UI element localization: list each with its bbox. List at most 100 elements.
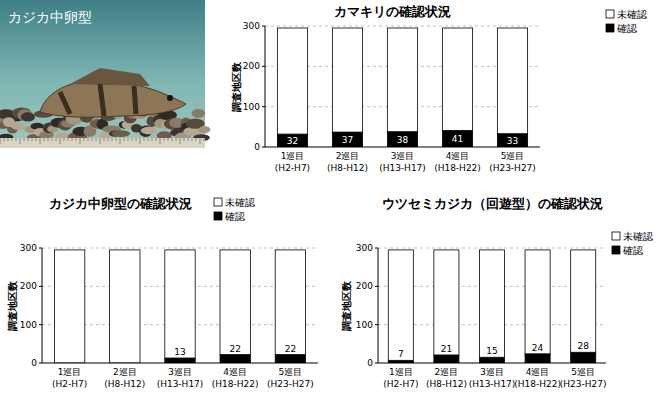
bar-segment xyxy=(165,358,195,363)
data-label: 13 xyxy=(174,347,185,357)
category-line: (H8-H12) xyxy=(426,379,467,389)
data-label: 41 xyxy=(452,134,463,144)
category-line: 3巡目 xyxy=(391,151,415,161)
category-line: 5巡目 xyxy=(501,151,525,161)
bar-segment xyxy=(387,132,417,147)
category-label: 4巡目 (H18-H22) xyxy=(434,151,481,173)
data-labels: 721152428 xyxy=(398,341,589,359)
category-line: (H23-H27) xyxy=(489,163,536,173)
legend-swatch xyxy=(606,10,614,18)
ruler-tick xyxy=(64,138,65,141)
ruler-tick xyxy=(100,138,101,144)
ruler-tick xyxy=(92,138,93,141)
axis-title: 調査地区数 xyxy=(7,280,18,332)
bar-segment xyxy=(525,354,550,363)
category-line: 5巡目 xyxy=(571,367,595,377)
ruler-tick xyxy=(124,138,125,141)
category-line: 4巡目 xyxy=(223,367,247,377)
bar-segment xyxy=(110,250,140,363)
ruler-tick xyxy=(140,138,141,144)
ruler-tick xyxy=(132,138,133,141)
tick-label: 300 xyxy=(356,243,373,253)
axis-title: 調査地区数 xyxy=(341,280,352,332)
category-label: 2巡目(H8-H12) xyxy=(426,367,467,389)
category-line: 4巡目 xyxy=(446,151,470,161)
ruler-tick xyxy=(172,138,173,141)
tick-label: 300 xyxy=(20,243,37,253)
ruler-tick xyxy=(180,138,181,144)
data-label: 21 xyxy=(441,344,452,354)
fish-fin xyxy=(70,68,150,86)
category-label: 1巡目(H2-H7) xyxy=(275,151,310,173)
ruler-tick xyxy=(32,138,33,141)
ruler-tick xyxy=(16,138,17,141)
chart-title: ウツセミカジカ（回遊型）の確認状況 xyxy=(382,196,603,211)
pebble xyxy=(3,117,15,127)
bar-segment xyxy=(277,134,307,147)
category-label: 5巡目(H23-H27) xyxy=(267,367,314,389)
ruler-tick xyxy=(12,138,13,141)
data-label: 22 xyxy=(285,344,296,354)
bar-segment xyxy=(434,250,459,355)
category-label: 3巡目(H13-H17) xyxy=(379,151,426,173)
tick-label: 100 xyxy=(243,102,260,112)
ruler-tick xyxy=(76,138,77,141)
ruler-tick xyxy=(56,138,57,141)
ruler-tick xyxy=(128,138,129,141)
data-labels: 3237384133 xyxy=(287,134,518,146)
bar-segment xyxy=(497,28,527,134)
bar-segment xyxy=(275,355,305,363)
tick-label: 200 xyxy=(20,281,37,291)
tick-label: 100 xyxy=(356,320,373,330)
x-axis xyxy=(378,363,606,364)
pebble xyxy=(112,130,130,137)
ruler-tick xyxy=(84,138,85,141)
ruler-tick xyxy=(68,138,69,141)
ruler-tick xyxy=(204,138,205,141)
category-line: (H18-H22) xyxy=(434,163,481,173)
photo-background xyxy=(0,0,205,148)
ruler-tick xyxy=(156,138,157,141)
y-axis xyxy=(378,248,379,363)
x-axis xyxy=(265,147,540,148)
bar-segment xyxy=(525,250,550,354)
ruler-tick xyxy=(48,138,49,141)
chart-title: カジカ中卵型の確認状況 xyxy=(49,196,192,211)
ruler-tick xyxy=(196,138,197,141)
data-label: 32 xyxy=(287,136,298,146)
y-axis xyxy=(42,248,43,363)
legend-swatch xyxy=(214,212,222,220)
ruler-tick xyxy=(88,138,89,141)
legend-swatch xyxy=(606,24,614,32)
category-label: 3巡目(H13-H17) xyxy=(469,367,516,389)
ruler-tick xyxy=(200,138,201,144)
bars xyxy=(277,28,527,147)
data-labels: 132222 xyxy=(174,344,296,357)
ruler-tick xyxy=(24,138,25,141)
legend-label: 確認 xyxy=(616,23,637,34)
category-line: (H18-H22) xyxy=(212,379,259,389)
ruler-tick xyxy=(108,138,109,141)
legend-swatch xyxy=(214,198,222,206)
bars xyxy=(388,250,595,363)
category-line: (H13-H17) xyxy=(157,379,204,389)
category-line: 5巡目 xyxy=(279,367,303,377)
bar-segment xyxy=(497,134,527,147)
data-label: 38 xyxy=(397,135,409,145)
legend: 未確認確認 xyxy=(214,197,255,222)
pebble xyxy=(192,109,206,118)
category-label: 5巡目(H23-H27) xyxy=(560,367,607,389)
bar-segment xyxy=(275,250,305,355)
ruler-tick xyxy=(160,138,161,144)
ruler xyxy=(0,138,205,148)
fish-eye xyxy=(167,95,173,101)
legend-label: 未確認 xyxy=(225,197,255,208)
legend-label: 確認 xyxy=(224,211,245,222)
bar-segment xyxy=(220,355,250,363)
data-label: 28 xyxy=(577,341,589,351)
page: カジカ中卵型カマキリの確認状況0100200300調査地区数3237384133… xyxy=(0,0,669,400)
grid-line xyxy=(42,248,318,249)
ruler-tick xyxy=(152,138,153,141)
ruler-tick xyxy=(72,138,73,141)
tick-label: 0 xyxy=(31,358,37,368)
